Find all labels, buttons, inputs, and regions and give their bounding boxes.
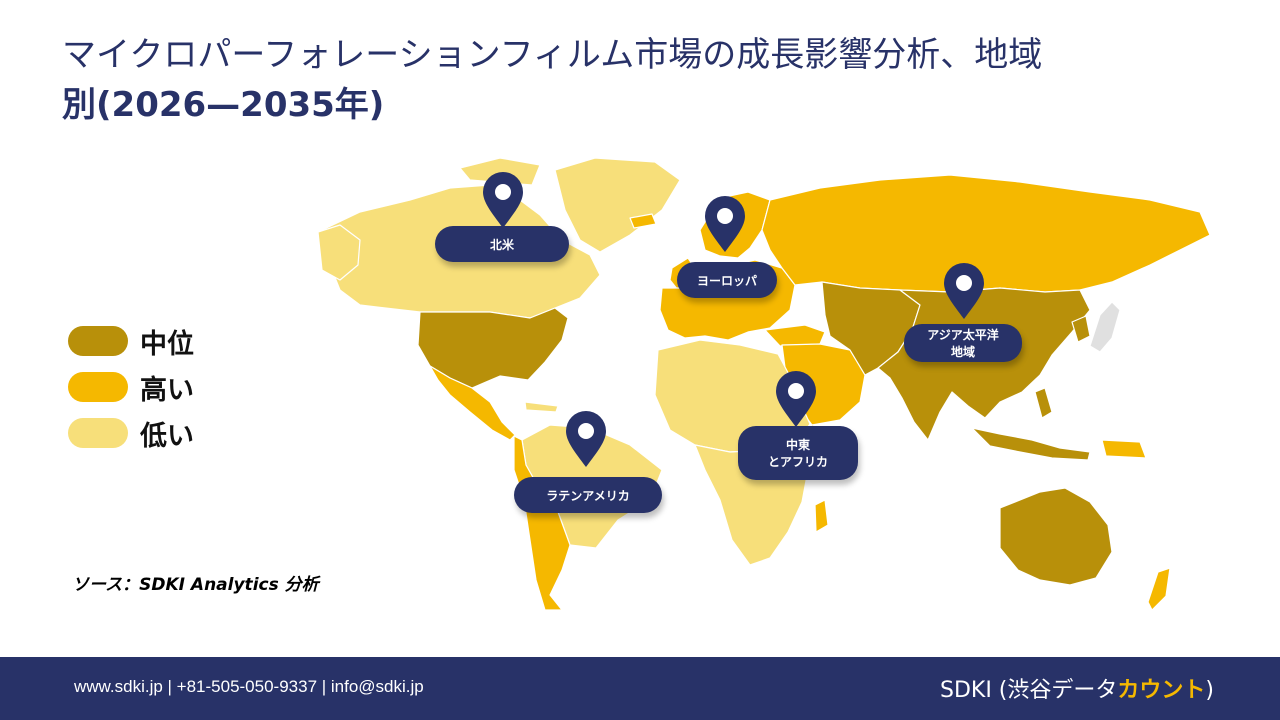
- legend-swatch-low: [68, 418, 128, 448]
- location-pin-icon-middle-east-africa: [776, 371, 816, 427]
- map-new-zealand: [1147, 567, 1171, 611]
- footer-contact: www.sdki.jp | +81-505-050-9337 | info@sd…: [74, 677, 424, 696]
- footer-brand-accent: カウント: [1117, 678, 1206, 703]
- legend-swatch-medium: [68, 326, 128, 356]
- map-arctic-islands: [459, 157, 541, 186]
- location-pin-icon-latin-america: [566, 411, 606, 467]
- legend: 中位 高い 低い: [68, 318, 194, 456]
- map-iceland: [629, 213, 657, 229]
- legend-label-high: 高い: [140, 374, 194, 406]
- map-indonesia: [971, 427, 1091, 461]
- page-title: マイクロパーフォレーションフィルム市場の成長影響分析、地域 別(2026—203…: [62, 30, 1232, 130]
- map-russia: [761, 174, 1211, 293]
- region-label-asia-pacific-line2: 地域: [950, 345, 975, 359]
- map-greenland: [554, 157, 681, 253]
- region-label-asia-pacific: アジア太平洋 地域: [904, 324, 1022, 362]
- footer-brand: SDKI (渋谷データカウント): [940, 672, 1214, 704]
- region-label-middle-east-africa-line1: 中東: [785, 438, 810, 452]
- map-caribbean: [524, 401, 559, 413]
- region-label-latin-america: ラテンアメリカ: [514, 477, 662, 513]
- map-turkey: [764, 324, 826, 347]
- map-new-guinea: [1101, 439, 1147, 459]
- region-label-europe: ヨーロッパ: [677, 262, 777, 298]
- region-label-middle-east-africa-line2: とアフリカ: [767, 455, 828, 469]
- region-label-europe-text: ヨーロッパ: [696, 273, 757, 288]
- source-note: ソース：SDKI Analytics 分析: [72, 575, 319, 595]
- legend-label-medium: 中位: [140, 328, 194, 360]
- legend-item-medium: 中位: [68, 318, 194, 364]
- legend-item-low: 低い: [68, 410, 194, 456]
- location-pin-icon-europe: [705, 196, 745, 252]
- legend-item-high: 高い: [68, 364, 194, 410]
- map-philippines: [1034, 387, 1053, 419]
- legend-label-low: 低い: [140, 420, 194, 452]
- footer-brand-suffix: ): [1205, 678, 1214, 703]
- location-pin-icon-north-america: [483, 172, 523, 228]
- footer-bar: www.sdki.jp | +81-505-050-9337 | info@sd…: [0, 657, 1280, 720]
- region-label-north-america-text: 北米: [489, 237, 514, 252]
- region-label-latin-america-text: ラテンアメリカ: [546, 488, 630, 503]
- title-line-1: マイクロパーフォレーションフィルム市場の成長影響分析、地域: [62, 35, 1043, 75]
- region-label-middle-east-africa: 中東 とアフリカ: [738, 426, 858, 480]
- region-label-north-america: 北米: [435, 226, 569, 262]
- map-australia: [999, 487, 1113, 586]
- map-mexico: [429, 365, 516, 441]
- map-madagascar: [814, 499, 829, 533]
- legend-swatch-high: [68, 372, 128, 402]
- map-japan: [1089, 301, 1121, 353]
- location-pin-icon-asia-pacific: [944, 263, 984, 319]
- footer-brand-prefix: SDKI (渋谷データ: [939, 678, 1118, 703]
- region-label-asia-pacific-line1: アジア太平洋: [927, 328, 999, 342]
- map-korea: [1071, 315, 1091, 343]
- map-alaska: [317, 224, 361, 281]
- title-line-2: 別(2026—2035年): [62, 85, 385, 125]
- world-map: [317, 157, 1211, 611]
